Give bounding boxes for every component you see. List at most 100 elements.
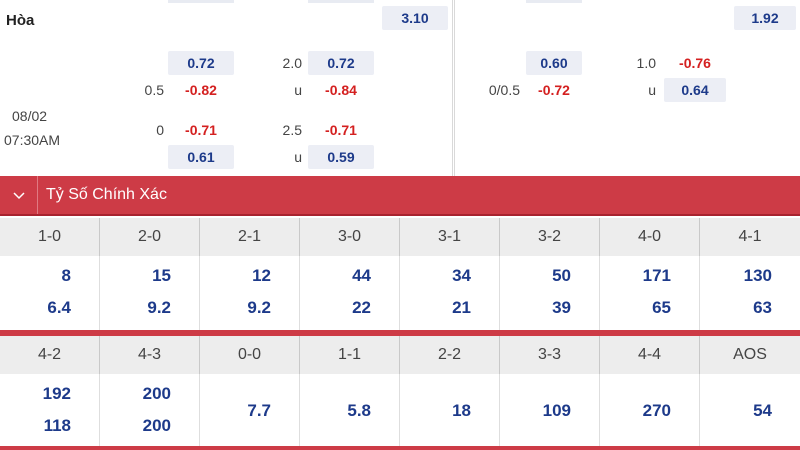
handicap-odd-away[interactable]: -0.82 (185, 82, 217, 98)
score-header-row: 1-0 2-0 2-1 3-0 3-1 3-2 4-0 4-1 (0, 218, 800, 256)
score-odd[interactable]: 270 (642, 401, 671, 420)
score-odds-cell: 109 (500, 374, 600, 448)
over-odd-right[interactable]: -0.76 (679, 55, 711, 71)
section-title: Tỷ Số Chính Xác (46, 186, 167, 203)
score-header: 4-3 (100, 336, 200, 374)
score-odd-bottom[interactable]: 9.2 (247, 298, 271, 317)
score-odds-cell: 15 9.2 (100, 256, 200, 330)
score-header: AOS (733, 346, 767, 363)
score-header: 2-0 (100, 218, 200, 256)
score-odd-top[interactable]: 12 (252, 266, 271, 285)
score-odd-bottom[interactable]: 63 (753, 298, 772, 317)
score-table-2: 4-2 4-3 0-0 1-1 2-2 3-3 4-4 AOS 192 118 … (0, 336, 800, 448)
score-odd-top[interactable]: 130 (743, 266, 772, 285)
over-under-line-right: 1.0 (636, 55, 656, 71)
chevron-down-icon[interactable] (0, 176, 38, 214)
score-header: 3-2 (500, 218, 600, 256)
score-header-row: 4-2 4-3 0-0 1-1 2-2 3-3 4-4 AOS (0, 336, 800, 374)
score-header: 2-2 (400, 336, 500, 374)
score-header: 0-0 (200, 336, 300, 374)
score-header: 4-2 (0, 336, 100, 374)
over-odd[interactable]: 0.72 (308, 51, 374, 75)
score-odd[interactable]: 109 (542, 401, 571, 420)
score-odds-row: 8 6.4 15 9.2 12 9.2 44 22 34 21 50 39 17… (0, 256, 800, 330)
score-odd-top[interactable]: 34 (452, 266, 471, 285)
score-odd-bottom[interactable]: 22 (352, 298, 371, 317)
score-odds-cell: 192 118 (0, 374, 100, 448)
handicap-line: 0.5 (144, 82, 164, 98)
handicap-line-2: 0 (156, 122, 164, 138)
score-odds-cell: 8 6.4 (0, 256, 100, 330)
under-odd-2[interactable]: 0.59 (308, 145, 374, 169)
score-odds-cell: 50 39 (500, 256, 600, 330)
under-label: u (294, 82, 302, 98)
column-divider (454, 0, 455, 176)
score-odd-top[interactable]: 192 (42, 384, 71, 403)
score-odds-cell: 270 (600, 374, 700, 448)
cut-off-odd-box (526, 0, 582, 3)
score-table-1: 1-0 2-0 2-1 3-0 3-1 3-2 4-0 4-1 8 6.4 15… (0, 218, 800, 330)
score-odds-row: 192 118 200 200 7.7 5.8 18 109 270 54 (0, 374, 800, 448)
table-separator (0, 446, 800, 450)
score-header: 1-1 (300, 336, 400, 374)
correct-score-header[interactable]: Tỷ Số Chính Xác (0, 176, 800, 216)
score-header: 3-3 (500, 336, 600, 374)
cut-off-odd-box (168, 0, 234, 3)
handicap-odd-3[interactable]: 0.61 (168, 145, 234, 169)
handicap-line-right: 0/0.5 (488, 82, 520, 98)
draw-odd-right[interactable]: 1.92 (734, 6, 796, 30)
score-odds-cell: 12 9.2 (200, 256, 300, 330)
score-odd-top[interactable]: 200 (142, 384, 171, 403)
score-odds-cell: 7.7 (200, 374, 300, 448)
score-odds-cell: 5.8 (300, 374, 400, 448)
score-odd-bottom[interactable]: 200 (142, 416, 171, 435)
score-odd-top[interactable]: 44 (352, 266, 371, 285)
score-header: 4-0 (600, 218, 700, 256)
match-date: 08/02 (12, 108, 48, 124)
score-odd-top[interactable]: 50 (552, 266, 571, 285)
score-odd-top[interactable]: 8 (61, 266, 71, 285)
score-odd-bottom[interactable]: 65 (652, 298, 671, 317)
under-label-right: u (648, 82, 656, 98)
draw-label: Hòa (6, 12, 35, 29)
score-odd-bottom[interactable]: 6.4 (47, 298, 71, 317)
handicap-odd-home[interactable]: 0.72 (168, 51, 234, 75)
score-odds-cell: 44 22 (300, 256, 400, 330)
over-under-line: 2.0 (282, 55, 302, 71)
score-odd[interactable]: 7.7 (247, 401, 271, 420)
handicap-odd-2[interactable]: -0.71 (185, 122, 217, 138)
column-divider (452, 0, 453, 176)
score-header: 1-0 (0, 218, 100, 256)
score-header: 3-0 (300, 218, 400, 256)
score-odd-bottom[interactable]: 9.2 (147, 298, 171, 317)
under-label-2: u (294, 149, 302, 165)
score-odd-bottom[interactable]: 39 (552, 298, 571, 317)
score-odd-bottom[interactable]: 118 (43, 416, 71, 435)
score-odd[interactable]: 18 (452, 401, 471, 420)
under-odd[interactable]: -0.84 (325, 82, 357, 98)
score-odd[interactable]: 54 (753, 401, 772, 420)
score-odd-bottom[interactable]: 21 (452, 298, 471, 317)
under-odd-right[interactable]: 0.64 (664, 78, 726, 102)
handicap-odd-away-right[interactable]: -0.72 (538, 82, 570, 98)
score-header: 4-4 (600, 336, 700, 374)
handicap-odd-home-right[interactable]: 0.60 (526, 51, 582, 75)
score-odds-cell: 18 (400, 374, 500, 448)
score-odds-cell: 171 65 (600, 256, 700, 330)
score-odd-top[interactable]: 171 (642, 266, 671, 285)
score-odds-cell: 34 21 (400, 256, 500, 330)
score-odds-cell: 130 63 (700, 256, 800, 330)
score-odds-cell: 54 (700, 374, 800, 448)
score-odd[interactable]: 5.8 (347, 401, 371, 420)
score-header: 3-1 (400, 218, 500, 256)
odds-panel: Hòa 3.10 08/02 07:30AM 0.72 0.5 -0.82 0 … (0, 0, 800, 176)
table-separator (0, 330, 800, 336)
score-odds-cell: 200 200 (100, 374, 200, 448)
score-header: 2-1 (200, 218, 300, 256)
over-odd-2[interactable]: -0.71 (325, 122, 357, 138)
draw-odd[interactable]: 3.10 (382, 6, 448, 30)
score-odd-top[interactable]: 15 (152, 266, 171, 285)
score-header: 4-1 (738, 228, 762, 245)
match-time: 07:30AM (4, 132, 61, 148)
cut-off-odd-box (308, 0, 374, 3)
